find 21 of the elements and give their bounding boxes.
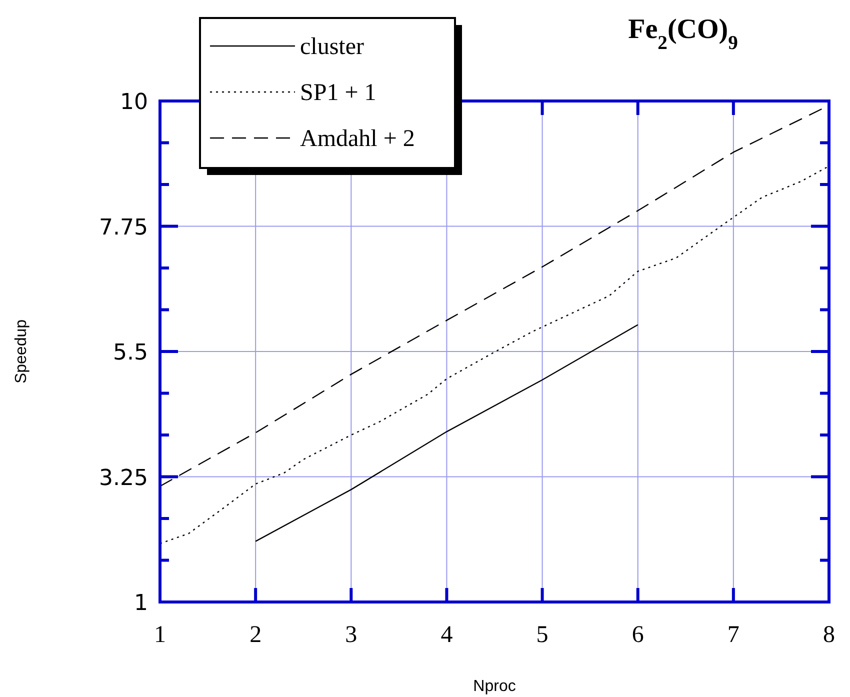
- legend-label: SP1 + 1: [300, 80, 376, 106]
- x-tick-label: 3: [345, 622, 358, 648]
- legend-label: cluster: [300, 34, 364, 60]
- x-axis-title: Nproc: [473, 678, 516, 695]
- line-series: [159, 166, 830, 544]
- x-tick-label: 2: [250, 622, 262, 648]
- y-axis-title: Speedup: [13, 319, 30, 384]
- x-tick-label: 8: [823, 622, 835, 648]
- x-tick-label: 1: [154, 622, 166, 648]
- legend-label: Amdahl + 2: [300, 126, 415, 152]
- y-tick-label: 7.75: [99, 215, 148, 240]
- y-tick-label: 1: [134, 591, 148, 616]
- y-tick-label: 3.25: [99, 466, 148, 491]
- x-tick-label: 4: [440, 622, 453, 648]
- x-tick-label: 5: [536, 622, 548, 648]
- y-tick-label: 5.5: [113, 340, 148, 366]
- x-tick-label: 7: [727, 622, 740, 648]
- x-tick-label: 6: [632, 622, 644, 648]
- y-tick-label: 10: [120, 90, 148, 115]
- chart-title: Fe$_{2}$(CO)$_{9}$: [628, 14, 738, 54]
- line-series: [254, 324, 638, 542]
